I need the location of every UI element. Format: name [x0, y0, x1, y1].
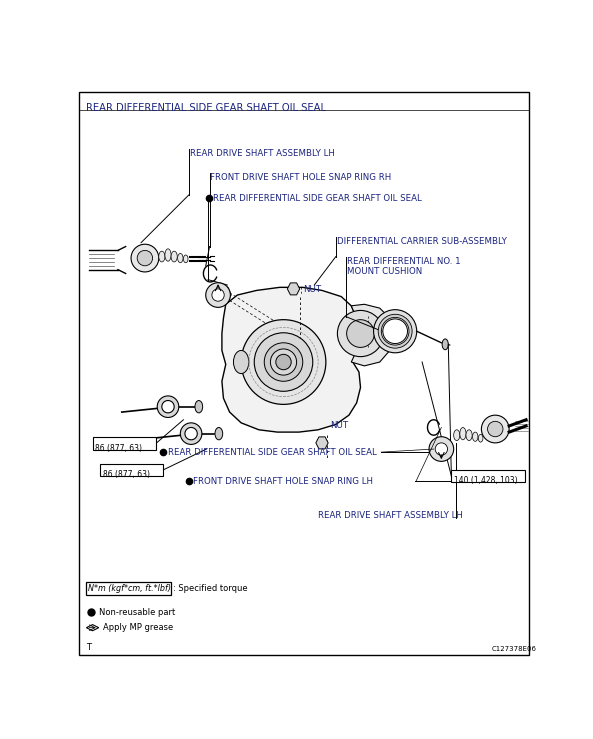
Circle shape [383, 319, 407, 344]
Circle shape [131, 244, 159, 272]
Polygon shape [211, 285, 231, 304]
Polygon shape [87, 624, 98, 631]
Text: FRONT DRIVE SHAFT HOLE SNAP RING LH: FRONT DRIVE SHAFT HOLE SNAP RING LH [193, 477, 374, 486]
Circle shape [374, 310, 417, 353]
Text: 86 (877, 63): 86 (877, 63) [103, 470, 149, 479]
Ellipse shape [178, 253, 183, 262]
Ellipse shape [454, 430, 460, 440]
Circle shape [212, 289, 224, 302]
Text: REAR DIFFERENTIAL NO. 1: REAR DIFFERENTIAL NO. 1 [347, 256, 460, 265]
Text: Non-reusable part: Non-reusable part [98, 607, 175, 617]
Ellipse shape [195, 401, 203, 413]
Text: REAR DRIVE SHAFT ASSEMBLY LH: REAR DRIVE SHAFT ASSEMBLY LH [318, 511, 463, 520]
FancyBboxPatch shape [93, 437, 156, 450]
Text: MOUNT CUSHION: MOUNT CUSHION [347, 267, 422, 276]
Text: N*m (kgf*cm, ft.*lbf): N*m (kgf*cm, ft.*lbf) [88, 584, 171, 593]
Text: 140 (1,428, 103): 140 (1,428, 103) [454, 476, 517, 485]
Circle shape [482, 415, 509, 443]
Text: REAR DRIVE SHAFT ASSEMBLY LH: REAR DRIVE SHAFT ASSEMBLY LH [190, 149, 334, 157]
Text: NUT: NUT [304, 285, 321, 294]
Ellipse shape [479, 435, 483, 442]
Ellipse shape [183, 255, 188, 262]
Text: REAR DIFFERENTIAL SIDE GEAR SHAFT OIL SEAL: REAR DIFFERENTIAL SIDE GEAR SHAFT OIL SE… [87, 103, 326, 112]
Ellipse shape [460, 427, 466, 440]
Text: : Specified torque: : Specified torque [173, 584, 247, 593]
Circle shape [254, 333, 313, 391]
Ellipse shape [466, 430, 472, 440]
FancyBboxPatch shape [100, 463, 164, 476]
Ellipse shape [442, 339, 448, 350]
Circle shape [429, 437, 454, 461]
Ellipse shape [215, 427, 223, 440]
Circle shape [137, 251, 152, 266]
Text: Apply MP grease: Apply MP grease [103, 623, 173, 632]
Text: C127378E06: C127378E06 [492, 646, 537, 653]
Text: FRONT DRIVE SHAFT HOLE SNAP RING RH: FRONT DRIVE SHAFT HOLE SNAP RING RH [211, 174, 391, 183]
Polygon shape [316, 437, 328, 449]
Text: REAR DIFFERENTIAL SIDE GEAR SHAFT OIL SEAL: REAR DIFFERENTIAL SIDE GEAR SHAFT OIL SE… [213, 194, 422, 202]
Text: DIFFERENTIAL CARRIER SUB-ASSEMBLY: DIFFERENTIAL CARRIER SUB-ASSEMBLY [337, 237, 506, 246]
Circle shape [487, 421, 503, 437]
Text: NUT: NUT [330, 421, 348, 430]
Ellipse shape [159, 251, 165, 262]
Circle shape [435, 443, 448, 455]
Ellipse shape [473, 432, 478, 441]
Polygon shape [351, 304, 393, 366]
Polygon shape [222, 287, 361, 432]
Text: 86 (877, 63): 86 (877, 63) [95, 443, 142, 453]
Text: REAR DIFFERENTIAL SIDE GEAR SHAFT OIL SEAL: REAR DIFFERENTIAL SIDE GEAR SHAFT OIL SE… [168, 448, 377, 457]
Ellipse shape [165, 249, 171, 261]
Ellipse shape [234, 350, 249, 374]
FancyBboxPatch shape [87, 582, 171, 596]
Polygon shape [288, 283, 299, 295]
Circle shape [337, 310, 384, 357]
Circle shape [276, 354, 291, 370]
FancyBboxPatch shape [451, 470, 525, 482]
Circle shape [241, 320, 326, 404]
Ellipse shape [171, 251, 177, 262]
Circle shape [206, 283, 230, 307]
Text: T: T [87, 643, 91, 653]
Circle shape [347, 320, 374, 347]
